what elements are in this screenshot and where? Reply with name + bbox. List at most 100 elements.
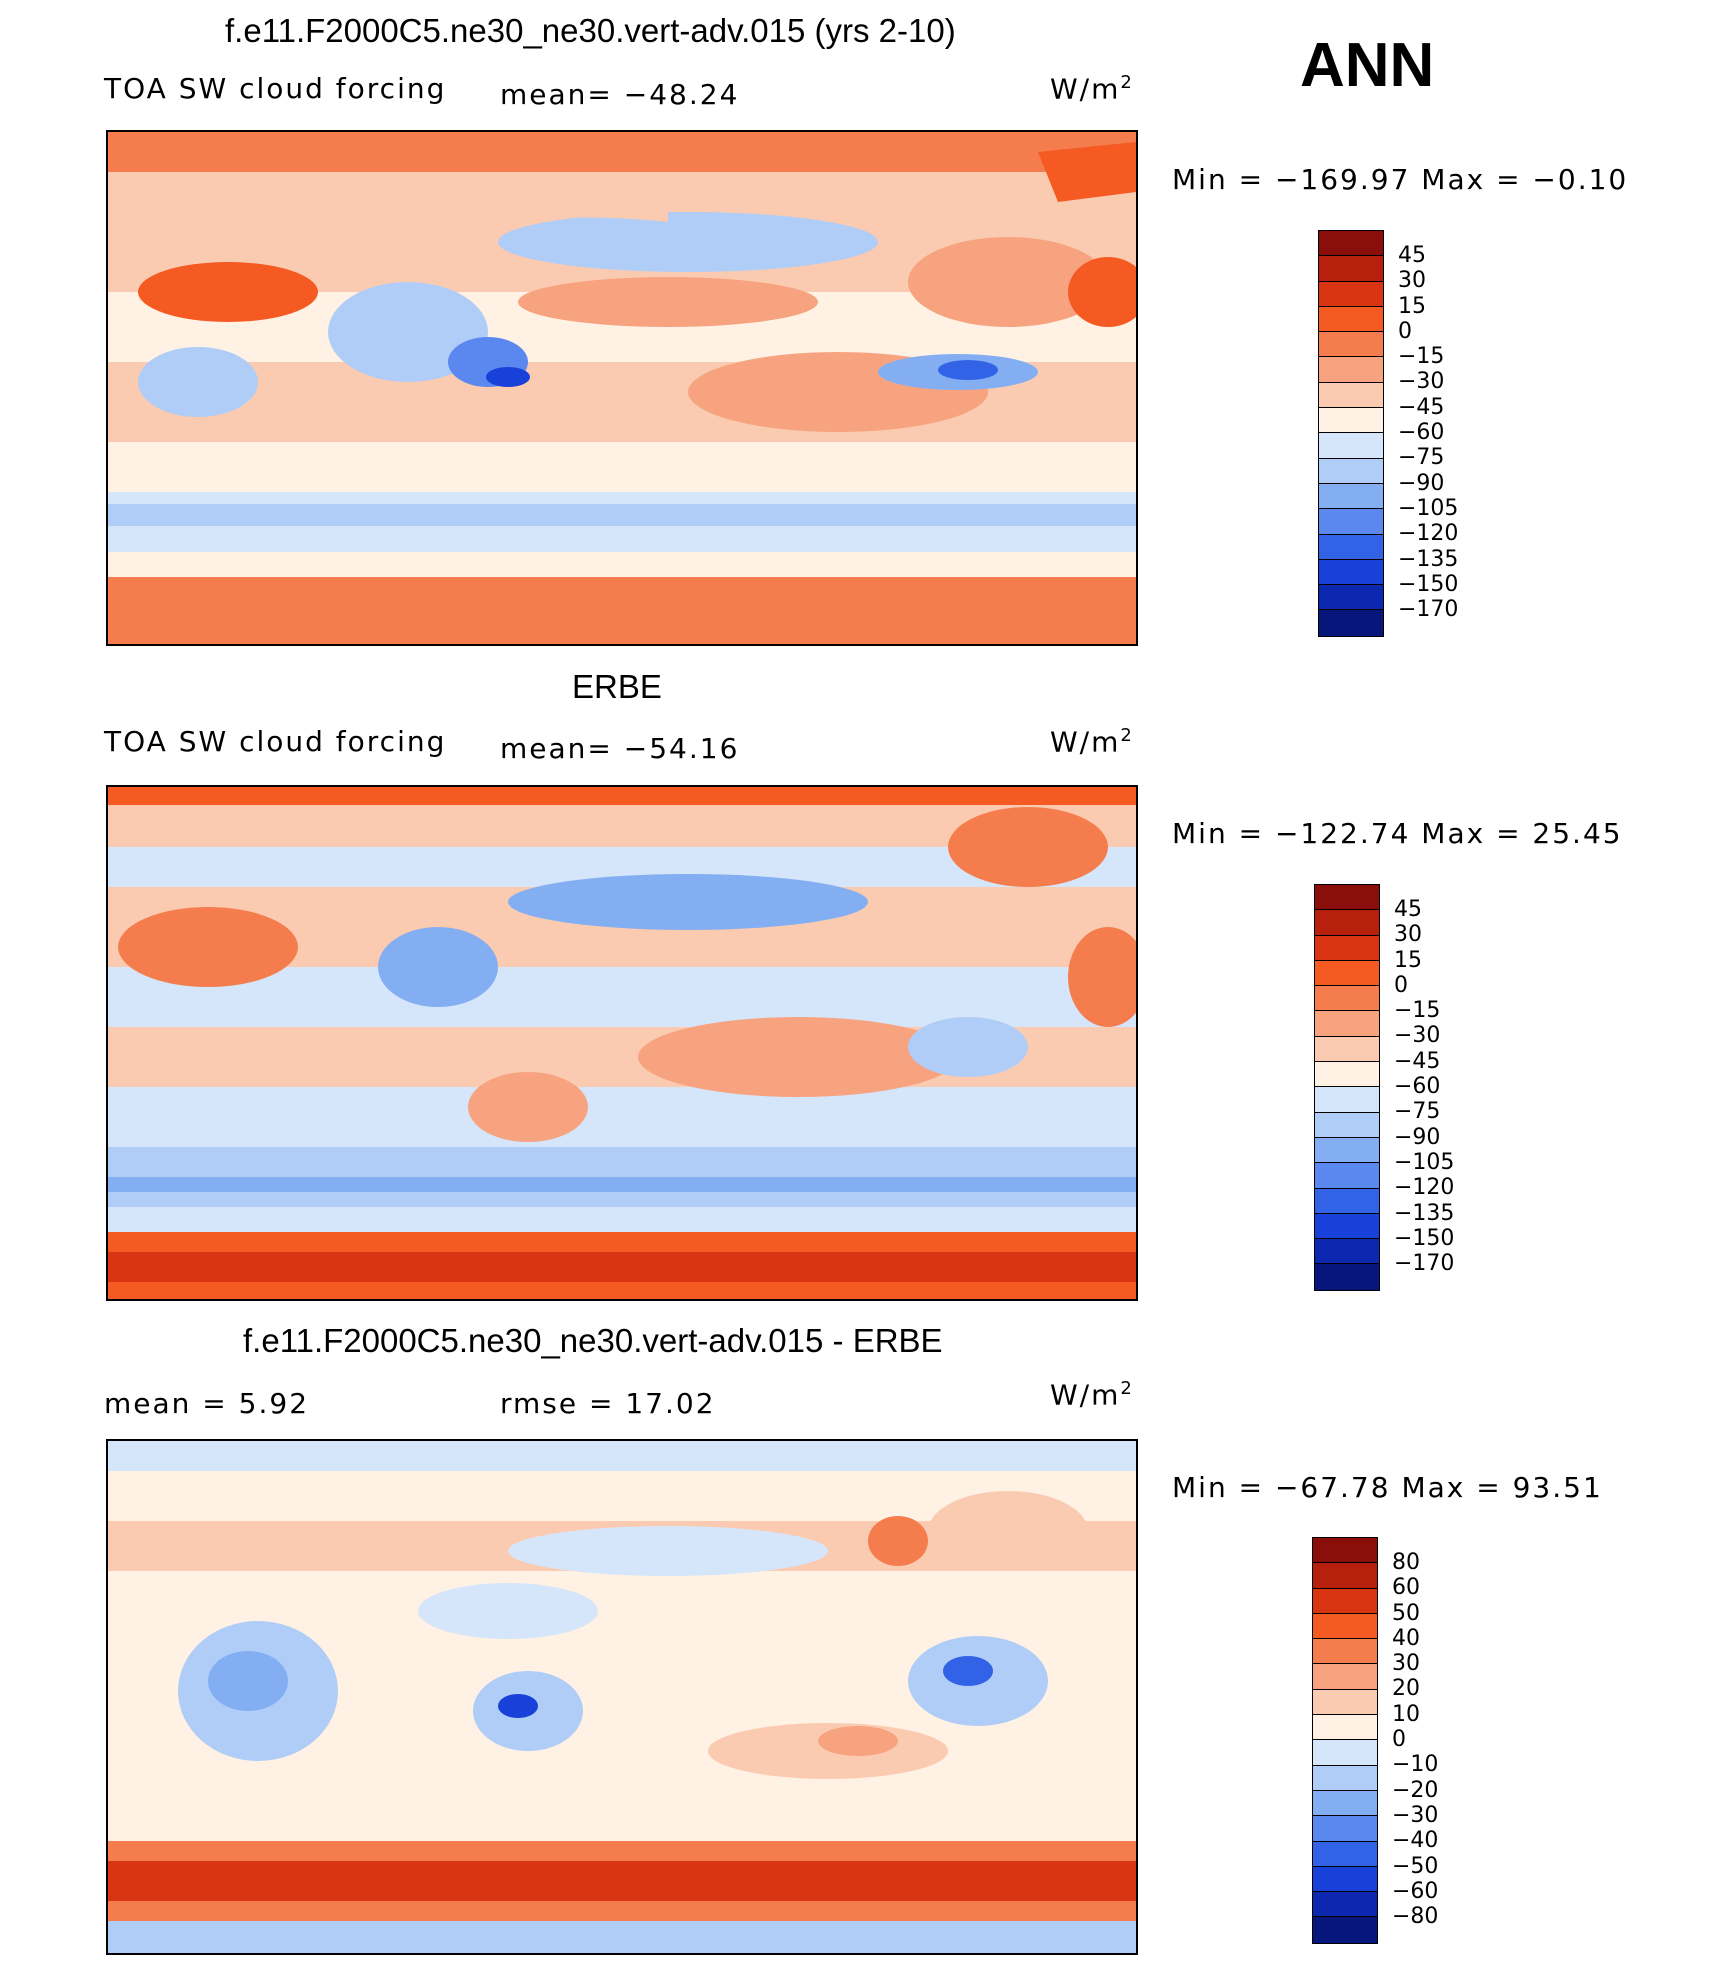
colorbar-tick-label: −80 [1392,1904,1439,1930]
colorbar-tick-label: −105 [1398,495,1459,521]
colorbar-swatch [1315,1188,1379,1214]
colorbar-tick-label: −150 [1398,571,1459,597]
panel1-minmax: Min = −169.97 Max = −0.10 [1172,163,1629,196]
colorbar-tick-label: 0 [1392,1727,1406,1753]
colorbar-swatch [1313,1917,1377,1943]
panel1-title: f.e11.F2000C5.ne30_ne30.vert-adv.015 (yr… [225,12,956,49]
colorbar-swatch [1319,433,1383,459]
map-panel-erbe [106,785,1138,1301]
colorbar-tick-label: −105 [1394,1149,1455,1175]
colorbar-tick-label: 15 [1394,947,1422,973]
colorbar-swatch [1313,1613,1377,1640]
colorbar-swatch [1313,1892,1377,1918]
colorbar-swatch [1319,408,1383,434]
colorbar-tick-label: 30 [1398,268,1426,294]
panel2-field-label: TOA SW cloud forcing [104,725,447,758]
colorbar-swatch [1313,1866,1377,1893]
colorbar-tick-label: −50 [1392,1853,1439,1879]
colorbar-tick-label: −15 [1394,998,1441,1024]
colorbar-swatch [1313,1664,1377,1690]
colorbar-panel1-labels: 45 30 15 0 −15 −30 −45 −60 −75 −90 −105 −120 −135 −15… [1398,243,1458,622]
colorbar-swatch [1319,281,1383,307]
colorbar-swatch [1315,986,1379,1012]
colorbar-tick-label: 30 [1392,1651,1420,1677]
colorbar-swatch [1315,1163,1379,1189]
colorbar-swatch [1315,1264,1379,1290]
colorbar-swatch [1313,1816,1377,1842]
colorbar-panel3-labels: 80 60 50 40 30 20 10 0 −10 −20 −30 −40 −50 −60 −80 [1392,1550,1438,1929]
colorbar-panel1 [1318,230,1384,637]
colorbar-swatch [1315,1011,1379,1037]
panel1-mean: mean= −48.24 [500,78,740,111]
colorbar-tick-label: −120 [1398,521,1459,547]
colorbar-swatch [1319,610,1383,636]
colorbar-tick-label: 10 [1392,1701,1420,1727]
colorbar-swatch [1315,1087,1379,1113]
panel2-mean: mean= −54.16 [500,732,740,765]
map-panel-model [106,130,1138,646]
colorbar-swatch [1313,1841,1377,1867]
panel3-title: f.e11.F2000C5.ne30_ne30.vert-adv.015 - E… [243,1322,943,1359]
colorbar-swatch [1315,960,1379,987]
colorbar-swatch [1313,1790,1377,1817]
colorbar-tick-label: −120 [1394,1175,1455,1201]
colorbar-tick-label: −135 [1394,1200,1455,1226]
colorbar-swatch [1313,1740,1377,1766]
colorbar-swatch [1315,1239,1379,1265]
colorbar-swatch [1315,1062,1379,1088]
colorbar-tick-label: 45 [1398,243,1426,268]
colorbar-tick-label: −75 [1394,1099,1441,1125]
colorbar-swatch [1319,306,1383,333]
colorbar-swatch [1313,1639,1377,1665]
colorbar-swatch [1319,357,1383,383]
colorbar-tick-label: −60 [1394,1074,1441,1100]
colorbar-tick-label: −20 [1392,1777,1439,1803]
colorbar-swatch [1315,1137,1379,1164]
colorbar-tick-label: −30 [1394,1023,1441,1049]
colorbar-tick-label: 80 [1392,1550,1420,1575]
colorbar-swatch [1315,885,1379,911]
colorbar-tick-label: −170 [1394,1251,1455,1277]
colorbar-tick-label: −10 [1392,1752,1439,1778]
colorbar-swatch [1319,509,1383,535]
colorbar-swatch [1315,1112,1379,1138]
panel1-field-label: TOA SW cloud forcing [104,72,447,105]
colorbar-tick-label: −45 [1398,394,1445,420]
colorbar-panel2 [1314,884,1380,1291]
colorbar-swatch [1319,534,1383,560]
colorbar-swatch [1319,559,1383,586]
colorbar-tick-label: −75 [1398,445,1445,471]
season-label: ANN [1300,31,1435,100]
colorbar-tick-label: 20 [1392,1676,1420,1702]
colorbar-tick-label: −60 [1392,1878,1439,1904]
colorbar-tick-label: 0 [1398,318,1412,344]
colorbar-swatch [1319,483,1383,510]
colorbar-swatch [1315,935,1379,961]
colorbar-tick-label: 50 [1392,1600,1420,1626]
colorbar-tick-label: 15 [1398,293,1426,319]
panel3-rmse: rmse = 17.02 [500,1387,716,1420]
colorbar-tick-label: −45 [1394,1048,1441,1074]
colorbar-tick-label: −170 [1398,597,1459,623]
colorbar-tick-label: −135 [1398,546,1459,572]
panel3-mean: mean = 5.92 [104,1387,310,1420]
colorbar-tick-label: −150 [1394,1225,1455,1251]
colorbar-swatch [1313,1689,1377,1716]
colorbar-swatch [1315,1213,1379,1240]
colorbar-swatch [1319,231,1383,257]
colorbar-tick-label: 45 [1394,897,1422,922]
panel2-title: ERBE [572,668,662,705]
colorbar-swatch [1319,458,1383,484]
panel2-units: W/m2 [1050,725,1134,759]
panel3-minmax: Min = −67.78 Max = 93.51 [1172,1471,1603,1504]
colorbar-swatch [1313,1588,1377,1614]
colorbar-tick-label: 0 [1394,972,1408,998]
colorbar-swatch [1313,1765,1377,1791]
colorbar-swatch [1315,910,1379,936]
colorbar-tick-label: 40 [1392,1625,1420,1651]
colorbar-swatch [1313,1538,1377,1564]
colorbar-panel2-labels: 45 30 15 0 −15 −30 −45 −60 −75 −90 −105 −120 −135 −15… [1394,897,1454,1276]
colorbar-tick-label: 60 [1392,1575,1420,1601]
colorbar-tick-label: −15 [1398,344,1445,370]
map-panel-difference [106,1439,1138,1955]
